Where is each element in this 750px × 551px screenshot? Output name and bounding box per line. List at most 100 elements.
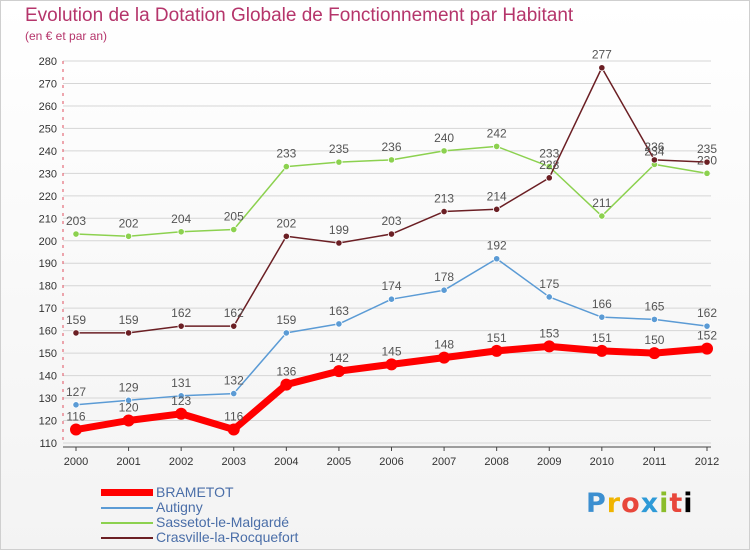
x-tick-label-2007: 2007 [432, 456, 456, 468]
data-point-crasville-la-rocquefort-2004 [282, 232, 290, 240]
data-point-crasville-la-rocquefort-2009 [545, 174, 553, 182]
x-tick-label-2008: 2008 [484, 456, 508, 468]
data-label-autigny-2011: 165 [644, 299, 664, 313]
data-point-brametot-2012 [701, 342, 713, 355]
x-tick-label-2004: 2004 [274, 456, 298, 468]
data-label-crasville-la-rocquefort-2005: 199 [329, 223, 349, 237]
data-point-autigny-2012 [703, 322, 711, 330]
logo-letter: r [606, 488, 622, 519]
data-point-autigny-2005 [335, 320, 343, 328]
data-point-sassetot-le-malgard--2004 [282, 163, 290, 171]
data-point-sassetot-le-malgard--2006 [387, 156, 396, 164]
data-label-autigny-2004: 159 [276, 313, 296, 327]
logo-letter: P [586, 488, 607, 519]
data-label-autigny-2009: 175 [539, 277, 559, 291]
data-label-brametot-2008: 151 [487, 331, 507, 345]
y-tick-label-190: 190 [39, 258, 57, 270]
data-label-sassetot-le-malgard--2002: 204 [171, 212, 191, 226]
data-point-crasville-la-rocquefort-2010 [598, 64, 606, 72]
data-label-brametot-2010: 151 [592, 331, 612, 345]
y-tick-label-120: 120 [39, 416, 57, 428]
data-point-autigny-2006 [387, 295, 396, 303]
legend-label: BRAMETOT [156, 484, 234, 500]
data-point-brametot-2002 [175, 407, 188, 420]
data-label-autigny-2010: 166 [592, 297, 612, 311]
y-tick-label-270: 270 [39, 78, 57, 90]
data-label-brametot-2004: 136 [276, 365, 296, 379]
y-tick-label-160: 160 [39, 326, 57, 338]
data-point-sassetot-le-malgard--2008 [493, 142, 501, 150]
data-label-sassetot-le-malgard--2011: 234 [644, 144, 664, 158]
data-point-crasville-la-rocquefort-2011 [650, 156, 659, 164]
legend-label: Crasville-la-Rocquefort [156, 529, 299, 545]
data-point-brametot-2007 [438, 351, 451, 364]
data-point-autigny-2004 [282, 329, 290, 337]
data-label-brametot-2009: 153 [539, 326, 559, 340]
x-tick-label-2009: 2009 [537, 456, 561, 468]
data-label-brametot-2012: 152 [697, 329, 717, 343]
data-label-sassetot-le-malgard--2006: 236 [381, 140, 401, 154]
logo-letter: x [640, 488, 660, 519]
data-point-brametot-2000 [70, 423, 82, 436]
data-point-autigny-2000 [72, 401, 80, 409]
logo-letter: o [621, 488, 641, 519]
data-point-crasville-la-rocquefort-2000 [72, 329, 80, 337]
y-tick-label-180: 180 [39, 281, 57, 293]
data-label-brametot-2007: 148 [434, 338, 454, 352]
data-label-sassetot-le-malgard--2009: 233 [539, 147, 559, 161]
data-point-autigny-2008 [493, 255, 501, 263]
y-tick-label-140: 140 [39, 371, 57, 383]
x-tick-label-2006: 2006 [379, 456, 403, 468]
data-label-crasville-la-rocquefort-2012: 235 [697, 142, 717, 156]
data-label-crasville-la-rocquefort-2000: 159 [66, 313, 86, 327]
data-point-sassetot-le-malgard--2000 [72, 230, 80, 238]
legend-swatch [101, 522, 153, 524]
y-tick-label-210: 210 [39, 213, 57, 225]
data-label-brametot-2005: 142 [329, 351, 349, 365]
data-point-sassetot-le-malgard--2009 [545, 163, 553, 171]
legend-swatch [101, 489, 153, 496]
data-point-crasville-la-rocquefort-2002 [177, 322, 185, 330]
data-label-crasville-la-rocquefort-2010: 277 [592, 48, 612, 62]
data-label-autigny-2001: 129 [119, 380, 139, 394]
x-tick-label-2003: 2003 [222, 456, 246, 468]
data-label-crasville-la-rocquefort-2004: 202 [276, 216, 296, 230]
data-point-brametot-2006 [385, 358, 398, 371]
data-point-crasville-la-rocquefort-2012 [703, 158, 711, 166]
legend-label: Autigny [156, 499, 203, 515]
data-point-brametot-2005 [332, 365, 345, 378]
data-point-brametot-2011 [648, 347, 661, 360]
data-label-sassetot-le-malgard--2005: 235 [329, 142, 349, 156]
data-label-autigny-2003: 132 [224, 374, 244, 388]
data-point-brametot-2009 [543, 340, 556, 353]
data-point-autigny-2009 [545, 293, 553, 301]
data-label-brametot-2011: 150 [644, 333, 664, 347]
data-point-autigny-2001 [124, 396, 133, 404]
data-point-autigny-2002 [177, 392, 185, 400]
data-point-sassetot-le-malgard--2001 [124, 232, 133, 240]
data-label-brametot-2003: 116 [224, 410, 243, 424]
logo-letter: i [683, 488, 694, 519]
y-tick-label-200: 200 [39, 236, 57, 248]
data-label-autigny-2006: 174 [381, 279, 401, 293]
data-label-sassetot-le-malgard--2001: 202 [119, 216, 139, 230]
data-point-sassetot-le-malgard--2012 [703, 169, 711, 177]
data-label-crasville-la-rocquefort-2009: 228 [539, 158, 559, 172]
data-label-crasville-la-rocquefort-2003: 162 [224, 306, 244, 320]
data-point-crasville-la-rocquefort-2005 [335, 239, 343, 247]
data-label-sassetot-le-malgard--2007: 240 [434, 131, 454, 145]
data-point-sassetot-le-malgard--2010 [598, 212, 606, 220]
data-point-autigny-2007 [440, 286, 448, 294]
data-label-crasville-la-rocquefort-2002: 162 [171, 306, 191, 320]
x-tick-label-2001: 2001 [116, 456, 140, 468]
data-label-crasville-la-rocquefort-2006: 203 [381, 214, 401, 228]
data-point-crasville-la-rocquefort-2008 [493, 205, 501, 213]
x-tick-label-2005: 2005 [327, 456, 351, 468]
data-point-autigny-2010 [598, 313, 606, 321]
y-tick-label-220: 220 [39, 191, 57, 203]
y-tick-label-110: 110 [39, 438, 57, 450]
x-tick-label-2012: 2012 [695, 456, 719, 468]
data-label-crasville-la-rocquefort-2007: 213 [434, 192, 454, 206]
data-label-brametot-2006: 145 [381, 344, 401, 358]
